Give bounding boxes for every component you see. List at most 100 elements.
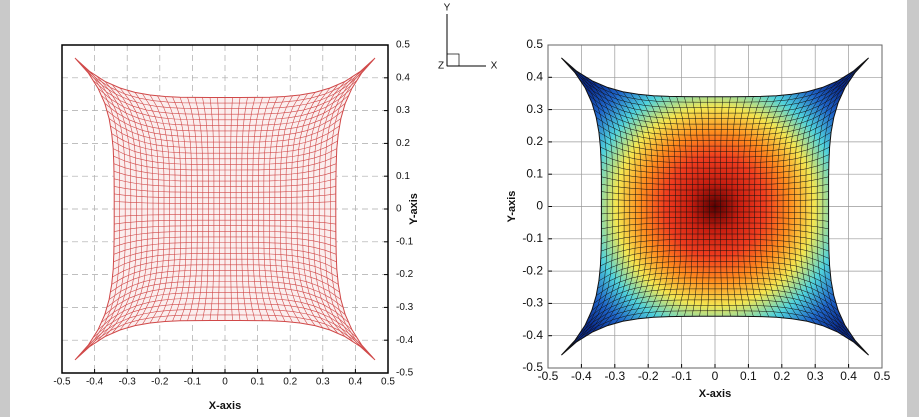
mesh-line [811,76,846,337]
y-tick-label: 0.3 [526,102,543,116]
mesh-line [771,94,793,319]
x-tick-label: -0.3 [604,369,625,383]
mesh-line [235,97,241,321]
mesh-line [601,183,829,191]
y-tick-label: -0.1 [522,231,543,245]
mesh-line [720,96,723,317]
y-tick-label: -0.4 [522,328,543,342]
mesh-line [580,80,850,114]
mesh-line [601,191,829,196]
mesh-line [318,76,353,342]
x-tick-label: -0.1 [671,369,692,383]
mesh-line [291,92,316,326]
mesh-line [601,198,829,202]
x-tick-label: 0.4 [840,369,857,383]
y-tick-label: 0.5 [396,40,410,51]
plot-frame [61,44,389,374]
mesh-line [731,96,739,317]
orientation-triad: Y X Z [438,3,498,72]
mesh-line [600,154,830,169]
mesh-line [252,97,263,321]
mesh-line [112,140,338,160]
mesh-line [591,102,839,130]
y-tick-label: 0.4 [396,72,410,83]
mesh-line [107,110,343,137]
plot: -0.5 -0.4 -0.3 -0.2 -0.1 0 0.1 0.2 0.3 0.4 0.5-0.5… [506,37,891,400]
mesh-line [114,201,336,204]
y-tick-label: 0.2 [526,134,543,148]
mesh-line [601,169,829,180]
mesh-line [777,92,800,321]
x-axis-label: X-axis [209,400,241,412]
mesh-line [822,64,862,349]
mesh-line [598,131,832,152]
x-tick-label: -0.1 [184,377,202,388]
triad-label: Y [444,3,451,14]
triad-label: X [491,61,498,72]
mesh-line [241,97,248,321]
mesh-line [748,96,762,317]
y-axis-label: Y-axis [506,191,518,223]
y-tick-label: 0.3 [396,105,410,116]
triad-box [446,53,460,67]
mesh-line [743,96,754,317]
mesh-line [110,125,340,148]
y-axis-label: Y-axis [408,193,420,225]
mesh-line [296,90,323,328]
x-tick-label: 0.3 [807,369,824,383]
mesh-line [805,80,839,333]
mesh-line [329,65,368,353]
mesh-line [93,80,357,115]
mesh-line [246,97,256,321]
mesh-line [285,93,308,325]
mesh-line [307,84,338,334]
mesh-line [88,72,362,109]
mesh-line [257,97,271,321]
x-tick-label: -0.4 [571,369,592,383]
mesh-line [114,186,336,193]
y-tick-label: -0.2 [522,263,543,277]
mesh-line [280,94,301,324]
mesh-line [113,171,337,182]
mesh-line [313,81,346,337]
y-tick-label: 0.5 [526,37,543,51]
mesh-line [601,161,829,174]
x-tick-label: 0.2 [283,377,297,388]
mesh-line [588,94,842,125]
mesh-line [760,95,777,318]
mesh-line [737,96,746,317]
x-tick-label: 0.5 [381,377,395,388]
triad-label: Z [438,61,444,72]
x-tick-label: -0.5 [53,377,71,388]
y-tick-label: -0.5 [522,360,543,374]
mesh-line [594,109,836,136]
mesh-line [302,87,331,331]
mesh-line [111,133,339,154]
mesh-line [596,117,834,141]
mesh-line [568,65,862,103]
plot-frame [547,44,883,369]
y-tick-label: -0.3 [522,296,543,310]
y-tick-label: -0.4 [396,335,414,346]
y-tick-label: -0.3 [396,302,414,313]
mesh-line [274,95,293,323]
mesh-line [754,95,770,318]
mesh-line [113,148,337,165]
y-tick-label: -0.1 [396,236,414,247]
x-tick-label: -0.3 [119,377,137,388]
y-tick-label: 0.1 [396,171,410,182]
x-tick-label: 0.3 [316,377,330,388]
mesh-line [765,94,785,319]
mesh-line [97,88,353,121]
mesh-line [104,103,346,132]
x-axis-label: X-axis [699,388,731,400]
x-tick-label: 0.2 [773,369,790,383]
x-tick-label: 0 [222,377,228,388]
mesh-line [794,87,823,326]
mesh-line [601,176,829,185]
plot: -0.5 -0.4 -0.3 -0.2 -0.1 0 0.1 0.2 0.3 0.4 0.5-0.5… [53,40,420,412]
mesh-line [584,87,846,119]
mesh-line [726,96,731,317]
y-tick-label: -0.5 [396,368,414,379]
